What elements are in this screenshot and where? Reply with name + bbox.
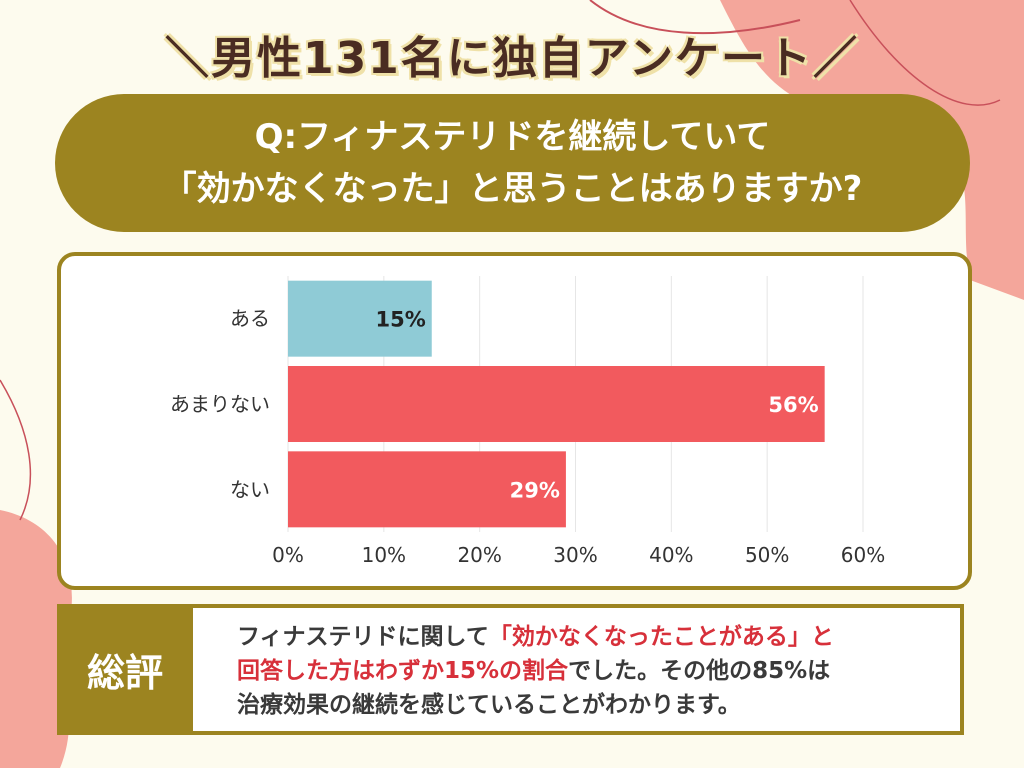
summary-line1-highlight: 「効かなくなったことがある」と bbox=[488, 624, 834, 650]
category-label: あまりない bbox=[170, 392, 270, 416]
x-tick-label: 60% bbox=[841, 543, 885, 567]
bar-0 bbox=[288, 280, 432, 357]
summary-line1-plain: フィナステリドに関して bbox=[237, 624, 489, 650]
data-label: 29% bbox=[510, 478, 560, 502]
x-tick-label: 40% bbox=[649, 543, 693, 567]
bar-chart: 0% 10% 20% 30% 40% 50% 60% ある 15% あまりない 56% ない 29% bbox=[170, 276, 885, 567]
bar-1 bbox=[288, 366, 825, 442]
category-label: ない bbox=[230, 477, 270, 501]
summary-box: 総評 フィナステリドに関して「効かなくなったことがある」と 回答した方はわずか1… bbox=[57, 604, 968, 735]
data-label: 56% bbox=[768, 393, 818, 417]
summary-line3: 治療効果の継続を感じていることがわかります。 bbox=[237, 692, 741, 718]
summary-label: 総評 bbox=[57, 604, 193, 735]
x-tick-label: 0% bbox=[272, 543, 304, 567]
x-tick-label: 50% bbox=[745, 543, 789, 567]
headline: ＼男性131名に独自アンケート／ bbox=[164, 33, 860, 84]
summary-line2-plain: でした。その他の85%は bbox=[568, 658, 831, 684]
x-tick-label: 20% bbox=[457, 543, 501, 567]
bar-2 bbox=[288, 451, 566, 528]
summary-body: フィナステリドに関して「効かなくなったことがある」と 回答した方はわずか15%の… bbox=[193, 604, 964, 735]
category-label: ある bbox=[230, 307, 270, 331]
chart-container: 0% 10% 20% 30% 40% 50% 60% ある 15% あまりない 56% ない 29% bbox=[57, 252, 972, 590]
question-banner: Q:フィナステリドを継続していて 「効かなくなった」と思うことはありますか? bbox=[55, 94, 970, 232]
question-line-1: Q:フィナステリドを継続していて bbox=[254, 117, 771, 157]
x-tick-label: 10% bbox=[362, 543, 406, 567]
summary-line2-highlight: 回答した方はわずか15%の割合 bbox=[237, 658, 569, 684]
data-label: 15% bbox=[375, 308, 425, 332]
summary-text: フィナステリドに関して「効かなくなったことがある」と 回答した方はわずか15%の… bbox=[237, 620, 834, 722]
x-tick-label: 30% bbox=[553, 543, 597, 567]
question-line-2: 「効かなくなった」と思うことはありますか? bbox=[162, 169, 863, 209]
